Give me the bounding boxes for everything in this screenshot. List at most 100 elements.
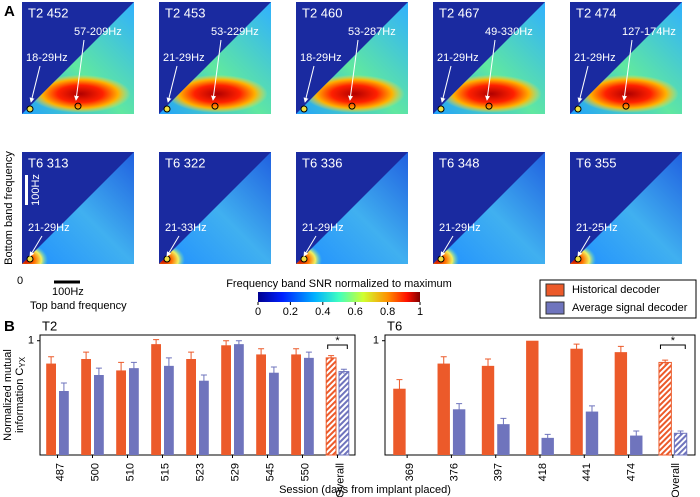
peak-marker (574, 105, 582, 113)
heatmap-peak (29, 74, 131, 113)
x-tick-label: 545 (264, 463, 276, 481)
y-axis-label: information CYX (14, 356, 27, 433)
origin-label: 0 (17, 275, 23, 287)
heatmap-region (433, 152, 545, 264)
heatmap-peak (166, 74, 268, 113)
bar (59, 391, 69, 455)
arrow (29, 65, 41, 103)
legend-label: Historical decoder (572, 284, 660, 296)
error-bar (153, 339, 160, 349)
heatmap: T6 336 21-29Hz (296, 152, 408, 264)
error-bar (633, 430, 640, 441)
error-bar (258, 348, 265, 361)
colorbar-title: Frequency band SNR normalized to maximum (226, 278, 452, 290)
arrow (303, 65, 315, 103)
x-tick-label: Overall (334, 463, 346, 497)
heatmap: T2 453 53-229Hz 21-29Hz (159, 2, 271, 114)
axis-label: Bottom band frequency (3, 151, 15, 265)
error-bar (573, 343, 580, 354)
x-tick-label: 550 (299, 463, 311, 481)
error-bar (456, 403, 463, 415)
x-tick-label: 515 (159, 463, 171, 481)
heatmap-title: T6 348 (439, 155, 479, 170)
peak-marker (26, 255, 34, 263)
colorbar-tick-label: 0.6 (348, 306, 363, 318)
panel-label: B (4, 318, 15, 335)
heatmap-peak (570, 244, 596, 264)
arrow (440, 235, 454, 257)
band-label: 21-29Hz (437, 52, 479, 64)
error-bar (396, 379, 403, 398)
band-label: 21-29Hz (163, 52, 205, 64)
heatmap-title: T6 313 (28, 155, 68, 170)
bar (614, 352, 628, 455)
plot-frame (384, 334, 696, 456)
error-bar (48, 356, 55, 371)
error-bar (83, 351, 90, 366)
band-label: 21-29Hz (574, 52, 616, 64)
arrow (622, 39, 633, 101)
heatmap-region (296, 152, 408, 264)
bar (393, 388, 406, 455)
peak-marker (211, 102, 219, 110)
arrow (303, 235, 317, 257)
x-tick-label: 376 (448, 463, 460, 481)
heatmap-title: T2 453 (165, 5, 205, 20)
peak-marker (437, 255, 445, 263)
y-tick-label: 1 (28, 335, 34, 347)
heatmap-title: T2 452 (28, 5, 68, 20)
error-bar (677, 430, 684, 436)
bar (221, 345, 231, 455)
bar (452, 409, 466, 455)
heatmap-peak (440, 74, 542, 113)
heatmap-peak (433, 244, 459, 264)
y-tick-label: 1 (373, 335, 379, 347)
bar (570, 348, 583, 455)
legend-swatch (545, 301, 565, 315)
bar (269, 372, 279, 455)
arrow (577, 235, 591, 257)
scale-bar-label: 100Hz (52, 286, 84, 298)
heatmap: T2 474 127-174Hz 21-29Hz (570, 2, 682, 114)
colorbar-tick-label: 1 (417, 306, 423, 318)
significance-bracket (659, 344, 686, 349)
heatmap-title: T2 467 (439, 5, 479, 20)
heatmap-peak (303, 74, 405, 113)
error-bar (544, 433, 551, 442)
heatmap-peak (22, 244, 48, 264)
axis-label: Top band frequency (30, 300, 127, 312)
band-label: 49-330Hz (485, 26, 533, 38)
peak-marker (163, 105, 171, 113)
scale-bar-label: 100Hz (30, 174, 42, 206)
band-label: 21-25Hz (576, 222, 618, 234)
band-label: 18-29Hz (300, 52, 342, 64)
heatmap-peak (577, 74, 679, 113)
x-tick-label: 441 (581, 463, 593, 481)
arrow (211, 39, 222, 101)
bar (585, 411, 599, 455)
arrow (166, 65, 178, 103)
band-label: 21-33Hz (165, 222, 207, 234)
heatmap-title: T6 355 (576, 155, 616, 170)
peak-marker (74, 102, 82, 110)
x-tick-label: 529 (229, 463, 241, 481)
error-bar (500, 417, 507, 430)
heatmap: T2 452 57-209Hz 18-29Hz (22, 2, 134, 114)
peak-marker (437, 105, 445, 113)
peak-marker (574, 255, 582, 263)
bar (437, 363, 450, 455)
x-tick-label: 474 (625, 463, 637, 481)
y-axis-label-subscript: YX (18, 356, 27, 367)
heatmap: T6 322 21-33Hz (159, 152, 271, 264)
legend-label: Average signal decoder (572, 302, 688, 314)
legend-box (539, 279, 697, 319)
x-tick-label: 487 (54, 463, 66, 481)
error-bar (340, 368, 347, 374)
bar (304, 357, 314, 455)
error-bar (118, 361, 125, 379)
significance-label: * (671, 335, 676, 347)
peak-marker (485, 102, 493, 110)
heatmap: T2 467 49-330Hz 21-29Hz (433, 2, 545, 114)
peak-marker (348, 102, 356, 110)
